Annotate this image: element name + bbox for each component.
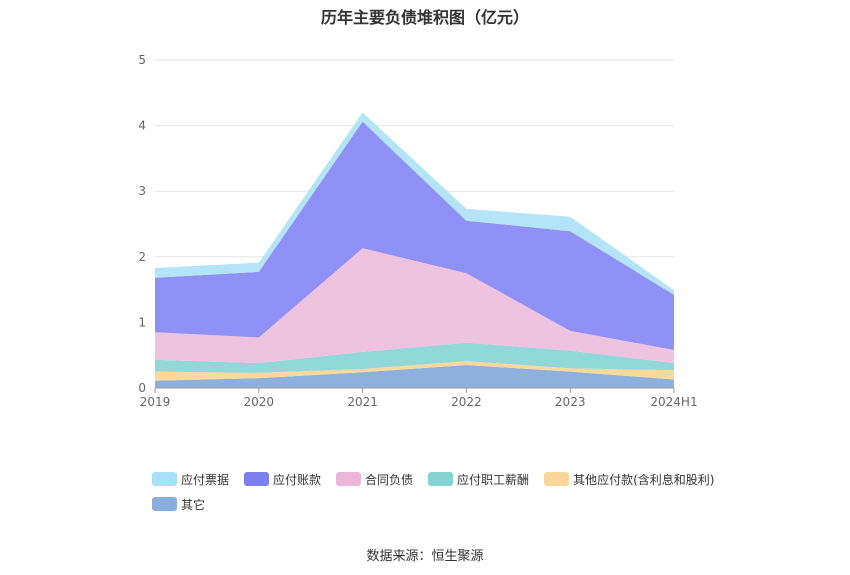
area-series-其它: 其它 <box>155 365 674 388</box>
axes: 0 1 2 3 4 5 2019 2020 2021 2022 2023 2024H1 <box>138 53 697 409</box>
legend-label: 其他应付款(含利息和股利) <box>573 472 715 487</box>
x-tick-label: 2020 <box>244 395 275 409</box>
legend-swatch <box>244 472 270 486</box>
x-tick-label: 2023 <box>555 395 586 409</box>
y-tick-label: 1 <box>138 315 146 329</box>
legend-label: 应付票据 <box>181 472 230 487</box>
area-series-合同负债: 合同负债 <box>155 248 674 364</box>
legend-item[interactable]: 合同负债 <box>336 471 413 487</box>
area-series-应付账款: 应付账款 <box>155 121 674 350</box>
legend-item[interactable]: 应付职工薪酬 <box>428 471 529 487</box>
x-tick-label: 2019 <box>140 395 171 409</box>
area-series-其他应付款(含利息和股利): 其他应付款(含利息和股利) <box>155 361 674 381</box>
legend-swatch <box>152 497 177 511</box>
legend-label: 应付账款 <box>273 472 322 487</box>
legend-swatch <box>544 472 570 486</box>
legend-label: 合同负债 <box>365 472 414 487</box>
legend-item[interactable]: 应付账款 <box>244 471 321 487</box>
legend-item[interactable]: 其他应付款(含利息和股利) <box>544 471 714 487</box>
legend: 应付票据 应付账款 合同负债 应付职工薪酬 其他应付款(含利息和股利) 其它 <box>152 471 752 512</box>
area-series-应付职工薪酬: 应付职工薪酬 <box>155 342 674 373</box>
legend-item[interactable]: 其它 <box>152 496 205 512</box>
area-series: 其它其他应付款(含利息和股利)应付职工薪酬合同负债应付账款应付票据 <box>155 112 674 388</box>
legend-swatch <box>152 472 177 486</box>
y-tick-label: 0 <box>138 381 146 395</box>
legend-label: 应付职工薪酬 <box>457 472 530 487</box>
legend-swatch <box>428 472 454 486</box>
legend-item[interactable]: 应付票据 <box>152 471 229 487</box>
y-tick-label: 5 <box>138 53 146 67</box>
x-tick-label: 2024H1 <box>650 395 697 409</box>
legend-label: 其它 <box>181 497 206 512</box>
x-tick-label: 2022 <box>451 395 482 409</box>
legend-swatch <box>336 472 362 486</box>
x-tick-label: 2021 <box>347 395 378 409</box>
chart-title: 历年主要负债堆积图（亿元） <box>320 8 529 27</box>
y-tick-label: 4 <box>138 119 146 133</box>
y-tick-label: 3 <box>138 184 146 198</box>
y-tick-label: 2 <box>138 250 146 264</box>
data-source: 数据来源：恒生聚源 <box>366 549 484 564</box>
